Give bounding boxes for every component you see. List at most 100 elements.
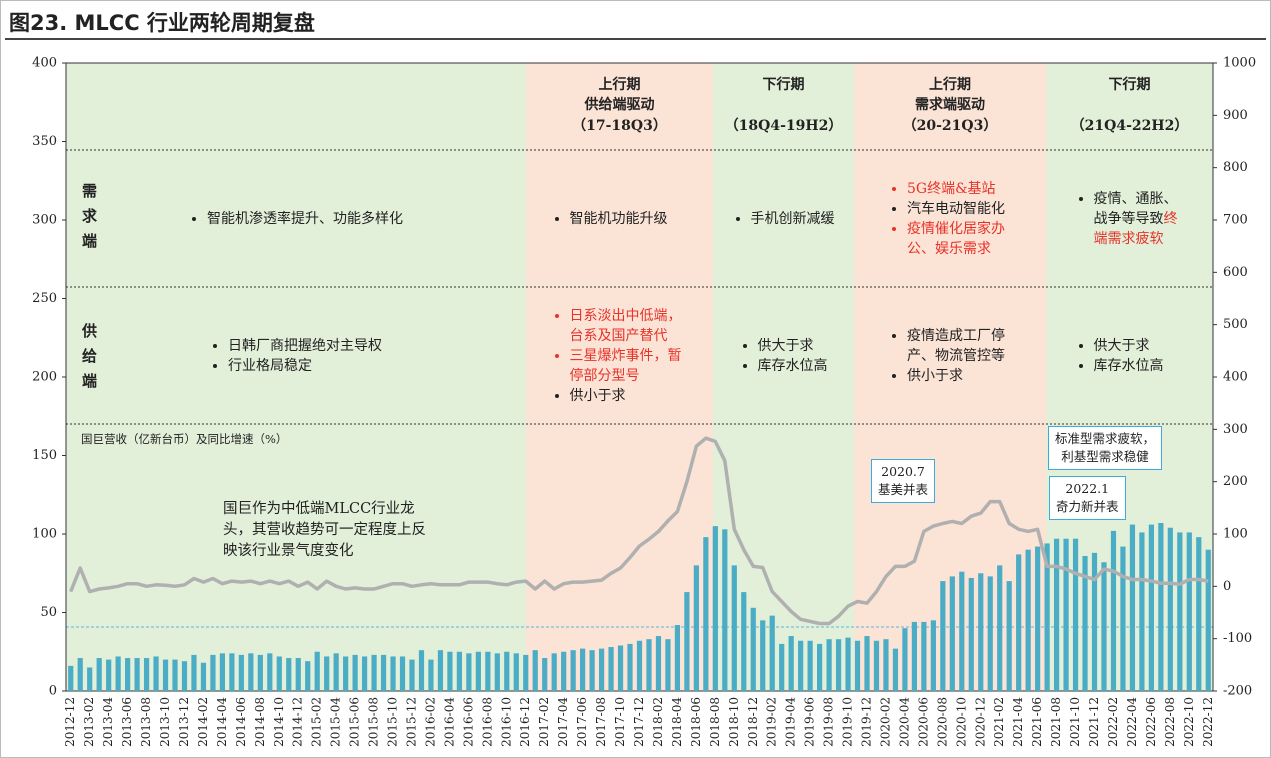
bar <box>684 592 690 691</box>
demand-list: 手机创新减缓 <box>733 209 835 229</box>
phase-title: 上行期 <box>598 77 641 93</box>
supply-list: 供大于求库存水位高 <box>1076 336 1184 376</box>
bar <box>902 628 908 691</box>
bar <box>1044 543 1050 691</box>
bar <box>181 661 188 691</box>
bar <box>883 639 889 691</box>
x-tick-label: 2013-02 <box>82 697 96 747</box>
callout: 标准型需求疲软， 利基型需求稳健 <box>1048 426 1163 470</box>
bar <box>665 639 671 691</box>
bar <box>949 576 955 691</box>
y2-tick-label: 0 <box>1223 579 1231 594</box>
bar <box>731 565 737 691</box>
callout-line: 基美并表 <box>878 482 929 497</box>
item-text: 日系淡出中低端，台系及国产替代 <box>569 307 682 344</box>
bar <box>352 654 358 691</box>
bar <box>968 577 974 691</box>
bar <box>1063 538 1069 691</box>
x-tick-label: 2013-12 <box>177 697 191 747</box>
callout-line: 2022.1 <box>1065 481 1110 496</box>
x-tick-label: 2021-02 <box>992 697 1006 747</box>
y2-tick-label: 700 <box>1223 213 1248 228</box>
bar <box>219 653 226 691</box>
bar <box>627 643 633 691</box>
bar <box>96 658 102 691</box>
page-title: 图23. MLCC 行业两轮周期复盘 <box>9 11 315 35</box>
callout-line: 奇力新并表 <box>1056 499 1119 514</box>
bar <box>153 656 159 691</box>
bar <box>864 636 870 691</box>
bar <box>418 650 425 691</box>
bar <box>248 653 254 691</box>
bar <box>466 653 472 691</box>
bar <box>295 658 301 691</box>
bar <box>106 659 112 691</box>
supply-item: 日系淡出中低端，台系及国产替代 <box>570 306 688 346</box>
item-text: 智能机功能升级 <box>569 211 668 227</box>
bar <box>1025 549 1031 691</box>
supply-cell: 供大于求库存水位高 <box>1046 287 1213 424</box>
y-tick-label: 300 <box>32 213 57 228</box>
x-tick-label: 2013-10 <box>158 697 172 747</box>
x-tick-label: 2017-06 <box>575 697 589 747</box>
bar <box>1101 562 1107 691</box>
x-tick-label: 2015-12 <box>404 697 418 747</box>
supply-cell: 疫情造成工厂停产、物流管控等供小于求 <box>854 287 1046 424</box>
x-tick-label: 2021-04 <box>1011 697 1025 747</box>
supply-item: 行业格局稳定 <box>228 356 382 376</box>
supply-item: 库存水位高 <box>1094 356 1184 376</box>
x-tick-label: 2015-10 <box>386 697 400 747</box>
demand-cell: 疫情、通胀、战争等导致终端需求疲软 <box>1046 151 1213 287</box>
bar <box>390 656 396 691</box>
item-text: 供小于求 <box>907 367 963 384</box>
y2-tick-label: 900 <box>1223 108 1248 123</box>
x-tick-label: 2013-06 <box>120 697 134 747</box>
bar <box>115 656 121 691</box>
bar <box>817 643 823 691</box>
bar <box>1053 538 1060 691</box>
bar <box>485 651 491 691</box>
x-tick-label: 2018-08 <box>708 697 722 747</box>
demand-list: 智能机功能升级 <box>552 209 688 229</box>
bar <box>324 656 330 691</box>
x-tick-label: 2020-06 <box>916 697 930 747</box>
demand-item: 手机创新减缓 <box>751 209 835 229</box>
bar <box>693 565 699 691</box>
item-text: 疫情催化居家办公、娱乐需求 <box>907 221 1005 257</box>
y2-tick-label: 1000 <box>1223 56 1256 71</box>
bar <box>1016 554 1022 691</box>
x-tick-label: 2019-02 <box>765 697 779 747</box>
x-tick-label: 2021-06 <box>1030 697 1044 747</box>
bar <box>617 645 624 691</box>
x-tick-label: 2022-06 <box>1144 697 1158 747</box>
bar <box>835 639 842 691</box>
x-tick-label: 2014-02 <box>196 697 210 747</box>
demand-item: 5G终端&基站 <box>907 179 1011 199</box>
bar <box>314 651 320 691</box>
phase-range: （20-21Q3） <box>902 118 998 134</box>
x-tick-label: 2015-06 <box>348 697 362 747</box>
y-tick-label: 200 <box>32 370 57 385</box>
x-tick-label: 2017-12 <box>632 697 646 747</box>
y-tick-label: 400 <box>32 56 57 71</box>
bar <box>1139 532 1145 691</box>
x-tick-label: 2015-08 <box>367 697 381 747</box>
item-text: 供大于求 <box>757 337 814 354</box>
demand-item: 智能机功能升级 <box>570 209 688 229</box>
supply-cell: 日系淡出中低端，台系及国产替代三星爆炸事件，暂停部分型号供小于求 <box>526 287 713 424</box>
bar <box>333 653 339 691</box>
bar <box>940 581 946 691</box>
x-tick-label: 2016-02 <box>423 697 437 747</box>
bar <box>238 654 244 691</box>
line <box>69 436 1209 626</box>
bar <box>343 656 349 691</box>
bar <box>504 651 510 691</box>
x-tick-label: 2022-02 <box>1106 697 1120 747</box>
bar <box>570 650 576 691</box>
bar <box>399 656 406 691</box>
x-tick-label: 2017-08 <box>594 697 608 747</box>
y2-tick-label: 600 <box>1223 265 1248 280</box>
phase-title: 下行期 <box>1108 77 1151 93</box>
supply-list: 供大于求库存水位高 <box>740 336 828 376</box>
y-tick-label: 0 <box>49 684 57 699</box>
